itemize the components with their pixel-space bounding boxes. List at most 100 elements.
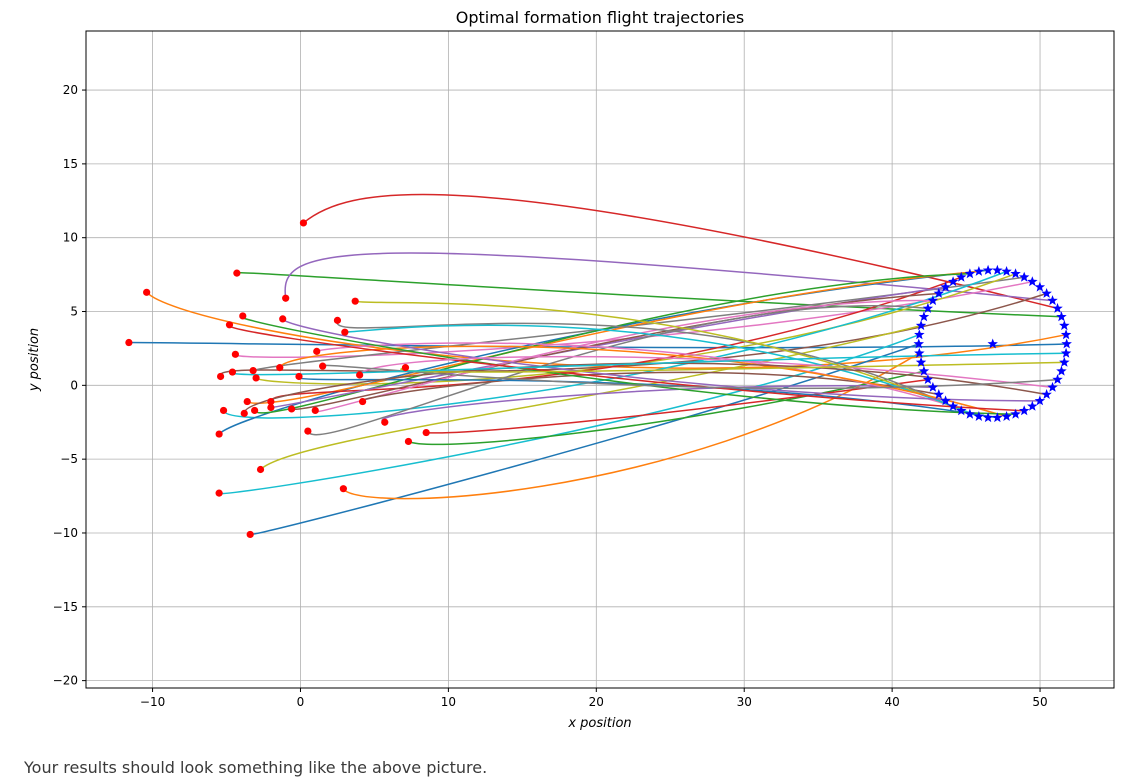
y-tick-label: 20 <box>63 83 78 97</box>
start-point <box>215 430 223 438</box>
target-star-marker <box>914 347 925 358</box>
trajectory-line <box>313 299 933 413</box>
target-star-marker <box>1047 381 1058 392</box>
y-tick-label: 0 <box>70 378 78 392</box>
target-star-marker <box>1027 400 1038 411</box>
target-star-marker <box>956 271 967 282</box>
target-star-marker <box>992 412 1003 423</box>
target-star-marker <box>1061 338 1072 349</box>
start-point <box>288 405 296 413</box>
y-tick-label: −20 <box>53 674 78 688</box>
target-star-marker <box>1001 266 1012 276</box>
start-point <box>246 530 254 539</box>
y-tick-label: −10 <box>53 526 78 540</box>
trajectory-line <box>250 343 920 536</box>
caption-text: Your results should look something like … <box>24 758 488 777</box>
target-star-marker <box>1056 311 1067 322</box>
y-tick-label: 15 <box>63 157 78 171</box>
start-point <box>404 437 413 446</box>
target-star-marker <box>964 408 976 419</box>
target-star-marker <box>1052 374 1063 384</box>
center-star-marker <box>987 338 998 349</box>
target-star-marker <box>973 411 985 421</box>
trajectory-line <box>344 324 980 418</box>
trajectory-line <box>281 318 1040 402</box>
target-star-marker <box>1059 356 1070 367</box>
target-star-marker <box>1041 389 1052 399</box>
target-star-marker <box>933 288 944 298</box>
start-point <box>267 403 275 412</box>
target-star-marker <box>933 389 944 399</box>
target-star-marker <box>956 405 967 416</box>
target-star-marker <box>1060 347 1072 358</box>
start-point <box>215 489 223 497</box>
target-star-marker <box>982 264 994 275</box>
x-tick-label: 50 <box>1032 695 1047 709</box>
target-star-marker <box>1047 295 1058 306</box>
start-point <box>313 347 321 355</box>
trajectory-line <box>218 333 920 495</box>
start-point <box>143 288 151 296</box>
trajectory-line <box>302 193 1058 310</box>
start-point <box>319 362 327 370</box>
target-star-marker <box>940 395 951 406</box>
start-point <box>356 371 364 379</box>
y-tick-label: 10 <box>63 231 78 245</box>
start-point <box>279 315 287 323</box>
y-tick-label: −5 <box>60 452 78 466</box>
target-star-marker <box>940 281 951 292</box>
target-star-marker <box>1001 411 1012 421</box>
start-point <box>243 397 251 406</box>
start-point <box>401 364 410 372</box>
trajectory-line <box>255 273 1016 385</box>
trajectory-line <box>358 355 1053 389</box>
start-point <box>239 312 247 320</box>
trajectory-line <box>235 271 1062 318</box>
start-point <box>256 465 265 474</box>
start-point <box>252 374 260 382</box>
target-star-marker <box>918 365 930 376</box>
start-point <box>225 321 234 329</box>
target-star-marker <box>927 381 939 392</box>
trajectory-line <box>253 273 970 414</box>
start-point <box>249 366 257 375</box>
chart-title: Optimal formation flight trajectories <box>456 8 744 27</box>
target-star-marker <box>914 329 925 340</box>
target-star-marker <box>982 412 994 423</box>
start-point <box>276 364 284 372</box>
target-star-marker <box>918 311 930 322</box>
x-tick-label: 30 <box>737 695 752 709</box>
target-star-marker <box>927 295 939 306</box>
plot-frame <box>85 30 1115 689</box>
target-star-marker <box>915 320 927 331</box>
x-axis-label: x position <box>567 716 631 731</box>
trajectory-line <box>234 280 1033 359</box>
trajectory-line <box>381 385 933 423</box>
target-star-marker <box>922 374 934 384</box>
target-star-marker <box>1010 268 1021 279</box>
y-tick-label: −15 <box>53 600 78 614</box>
formation-markers <box>913 264 1072 423</box>
target-star-marker <box>964 268 976 279</box>
x-tick-label: 0 <box>297 695 305 709</box>
y-tick-label: 5 <box>70 305 78 319</box>
start-point <box>358 397 367 406</box>
start-point <box>339 485 347 493</box>
target-star-marker <box>1027 276 1038 287</box>
target-star-marker <box>1052 302 1063 313</box>
target-star-marker <box>1019 405 1030 416</box>
target-star-marker <box>1056 365 1067 376</box>
target-star-marker <box>1010 408 1021 419</box>
target-star-marker <box>915 356 927 367</box>
trajectories <box>128 193 1067 536</box>
start-point <box>125 338 133 347</box>
start-markers <box>125 219 430 539</box>
x-tick-label: 10 <box>441 695 456 709</box>
target-star-marker <box>947 400 959 411</box>
x-tick-label: −10 <box>140 695 165 709</box>
grid-lines <box>86 31 1114 688</box>
trajectory-line <box>222 270 1007 419</box>
trajectory-line <box>231 352 1067 376</box>
start-point <box>219 406 228 415</box>
